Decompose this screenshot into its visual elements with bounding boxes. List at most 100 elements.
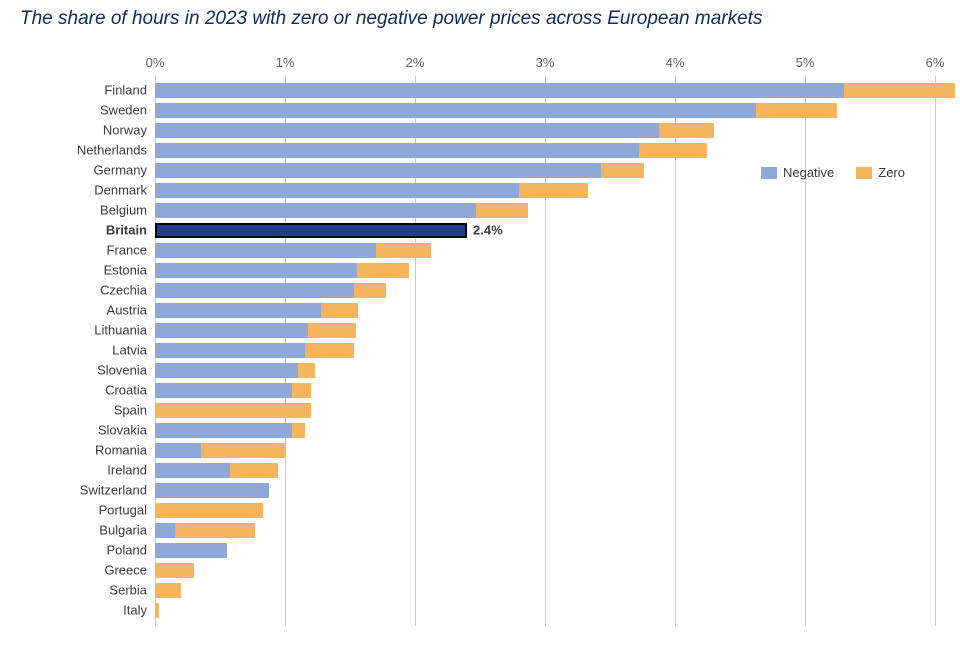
- category-label: Greece: [104, 564, 155, 577]
- bar-row: Portugal: [155, 503, 935, 518]
- bar-negative: [155, 123, 659, 138]
- chart-canvas: The share of hours in 2023 with zero or …: [0, 0, 960, 645]
- category-label: Romania: [95, 444, 155, 457]
- category-label: Lithuania: [94, 324, 155, 337]
- bar-row: Ireland: [155, 463, 935, 478]
- legend: Negative Zero: [761, 165, 905, 180]
- bar-row: Lithuania: [155, 323, 935, 338]
- bar-zero: [659, 123, 714, 138]
- bar-zero: [756, 103, 838, 118]
- category-label: Switzerland: [80, 484, 155, 497]
- bar-negative: [155, 443, 201, 458]
- bar-zero: [357, 263, 409, 278]
- x-axis-tick: 2%: [406, 55, 425, 70]
- bar-row: Denmark: [155, 183, 935, 198]
- category-label: Estonia: [104, 264, 155, 277]
- bar-row: Estonia: [155, 263, 935, 278]
- bar-negative: [155, 343, 305, 358]
- category-label: Belgium: [100, 204, 155, 217]
- bar-row: Czechia: [155, 283, 935, 298]
- bar-row: Slovenia: [155, 363, 935, 378]
- bar-negative: [155, 363, 298, 378]
- bar-negative: [155, 463, 230, 478]
- legend-label-zero: Zero: [878, 165, 905, 180]
- x-axis-tick: 6%: [926, 55, 945, 70]
- bar-zero: [155, 603, 159, 618]
- legend-label-negative: Negative: [783, 165, 834, 180]
- bar-row: Latvia: [155, 343, 935, 358]
- bar-zero: [308, 323, 356, 338]
- category-label: Latvia: [112, 344, 155, 357]
- bar-row: Finland: [155, 83, 935, 98]
- bar-zero: [175, 523, 256, 538]
- category-label: Spain: [114, 404, 155, 417]
- bar-zero: [354, 283, 387, 298]
- x-axis-tick: 1%: [276, 55, 295, 70]
- category-label: Denmark: [94, 184, 155, 197]
- bar-row: Austria: [155, 303, 935, 318]
- bar-row: Belgium: [155, 203, 935, 218]
- bar-negative: [155, 163, 601, 178]
- bar-row: Serbia: [155, 583, 935, 598]
- bar-zero: [155, 563, 194, 578]
- bar-zero: [292, 423, 305, 438]
- legend-item-zero: Zero: [856, 165, 905, 180]
- category-label: Czechia: [100, 284, 155, 297]
- gridline: [935, 76, 936, 626]
- bar-row: Italy: [155, 603, 935, 618]
- bar-row: Sweden: [155, 103, 935, 118]
- chart-title: The share of hours in 2023 with zero or …: [20, 8, 762, 30]
- category-label: Croatia: [105, 384, 155, 397]
- bar-negative: [155, 103, 756, 118]
- bar-negative: [155, 263, 357, 278]
- category-label: Austria: [107, 304, 155, 317]
- bar-negative: [155, 83, 844, 98]
- x-axis-tick: 0%: [146, 55, 165, 70]
- category-label: Slovenia: [97, 364, 155, 377]
- bar-row: Romania: [155, 443, 935, 458]
- category-label: Italy: [123, 604, 155, 617]
- bar-zero: [305, 343, 354, 358]
- category-label: Sweden: [100, 104, 155, 117]
- category-label: Portugal: [99, 504, 155, 517]
- category-label: Britain: [106, 224, 155, 237]
- bar-negative: [155, 383, 292, 398]
- bar-row: Britain2.4%: [155, 223, 935, 238]
- bar-negative: [155, 543, 227, 558]
- bar-zero: [476, 203, 528, 218]
- category-label: Netherlands: [77, 144, 155, 157]
- bar-zero: [601, 163, 644, 178]
- bar-row: Croatia: [155, 383, 935, 398]
- bar-row: France: [155, 243, 935, 258]
- bar-negative: [155, 483, 269, 498]
- bar-row: Spain: [155, 403, 935, 418]
- bar-row: Greece: [155, 563, 935, 578]
- plot-area: 0%1%2%3%4%5%6%FinlandSwedenNorwayNetherl…: [155, 76, 935, 626]
- bar-negative: [155, 203, 476, 218]
- legend-swatch-zero: [856, 167, 872, 179]
- category-label: Slovakia: [98, 424, 155, 437]
- bar-value-label: 2.4%: [467, 224, 503, 237]
- bar-row: Netherlands: [155, 143, 935, 158]
- bar-zero: [844, 83, 955, 98]
- bar-row: Switzerland: [155, 483, 935, 498]
- bar-zero: [376, 243, 431, 258]
- bar-zero: [519, 183, 588, 198]
- x-axis-tick: 3%: [536, 55, 555, 70]
- category-label: Serbia: [109, 584, 155, 597]
- bar-negative: [155, 143, 639, 158]
- category-label: Finland: [104, 84, 155, 97]
- bar-zero: [155, 503, 263, 518]
- category-label: France: [107, 244, 155, 257]
- bar-highlight: [155, 223, 467, 238]
- bar-negative: [155, 523, 175, 538]
- bar-zero: [230, 463, 278, 478]
- bar-negative: [155, 303, 321, 318]
- bar-row: Slovakia: [155, 423, 935, 438]
- bar-zero: [298, 363, 315, 378]
- legend-swatch-negative: [761, 167, 777, 179]
- category-label: Norway: [103, 124, 155, 137]
- bar-negative: [155, 323, 308, 338]
- bar-negative: [155, 423, 292, 438]
- x-axis-tick: 5%: [796, 55, 815, 70]
